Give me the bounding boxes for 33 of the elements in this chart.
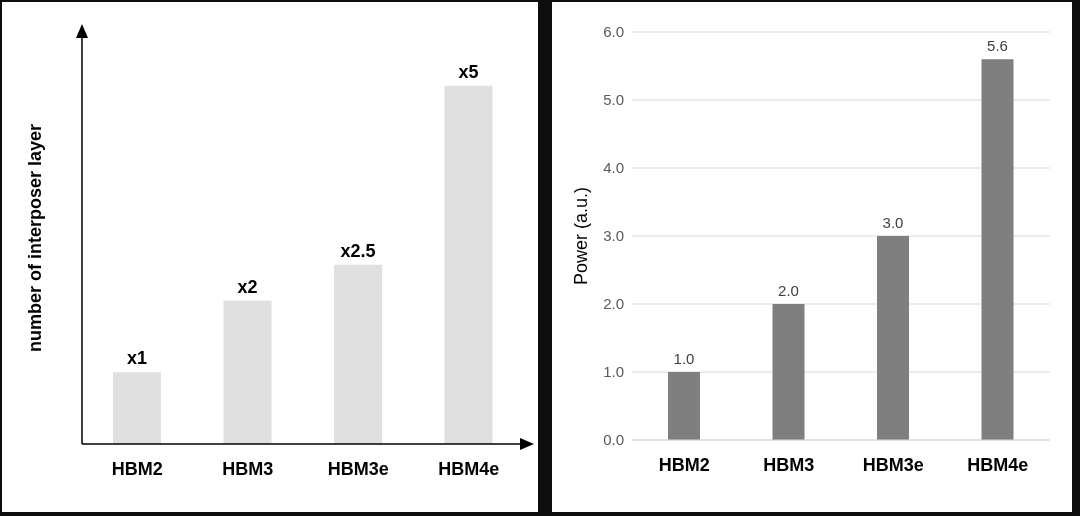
bar	[772, 304, 805, 440]
bar	[223, 300, 272, 444]
x-tick-label: HBM3	[222, 458, 274, 479]
bar	[981, 59, 1014, 440]
y-axis-title: number of interposer layer	[25, 123, 46, 353]
y-tick-label: 4.0	[603, 159, 624, 177]
x-tick-label: HBM3e	[862, 454, 924, 475]
data-label: 5.6	[987, 37, 1008, 55]
data-label: x5	[458, 61, 479, 82]
y-tick-label: 5.0	[603, 91, 624, 109]
data-label: 1.0	[673, 350, 695, 367]
y-tick-label: 0.0	[603, 431, 624, 449]
data-label: x1	[126, 348, 148, 369]
x-tick-label: HBM3	[763, 454, 815, 475]
bar	[877, 236, 909, 440]
x-tick-label: HBM2	[658, 454, 710, 475]
y-tick-label: 6.0	[603, 23, 624, 41]
data-label: 3.0	[882, 214, 904, 231]
y-axis-title: Power (a.u.)	[571, 186, 592, 286]
x-tick-label: HBM3e	[327, 458, 389, 479]
x-tick-label: HBM4e	[967, 454, 1029, 475]
bar	[444, 85, 493, 444]
bar	[668, 372, 700, 440]
data-label: x2.5	[340, 240, 376, 261]
bar	[113, 372, 161, 444]
x-tick-label: HBM2	[111, 458, 163, 479]
data-label: x2	[237, 276, 258, 297]
y-tick-label: 3.0	[603, 227, 624, 245]
y-tick-label: 1.0	[603, 363, 624, 381]
x-tick-label: HBM4e	[438, 458, 500, 479]
y-tick-label: 2.0	[603, 295, 624, 313]
data-label: 2.0	[778, 282, 799, 299]
bar	[334, 264, 382, 444]
